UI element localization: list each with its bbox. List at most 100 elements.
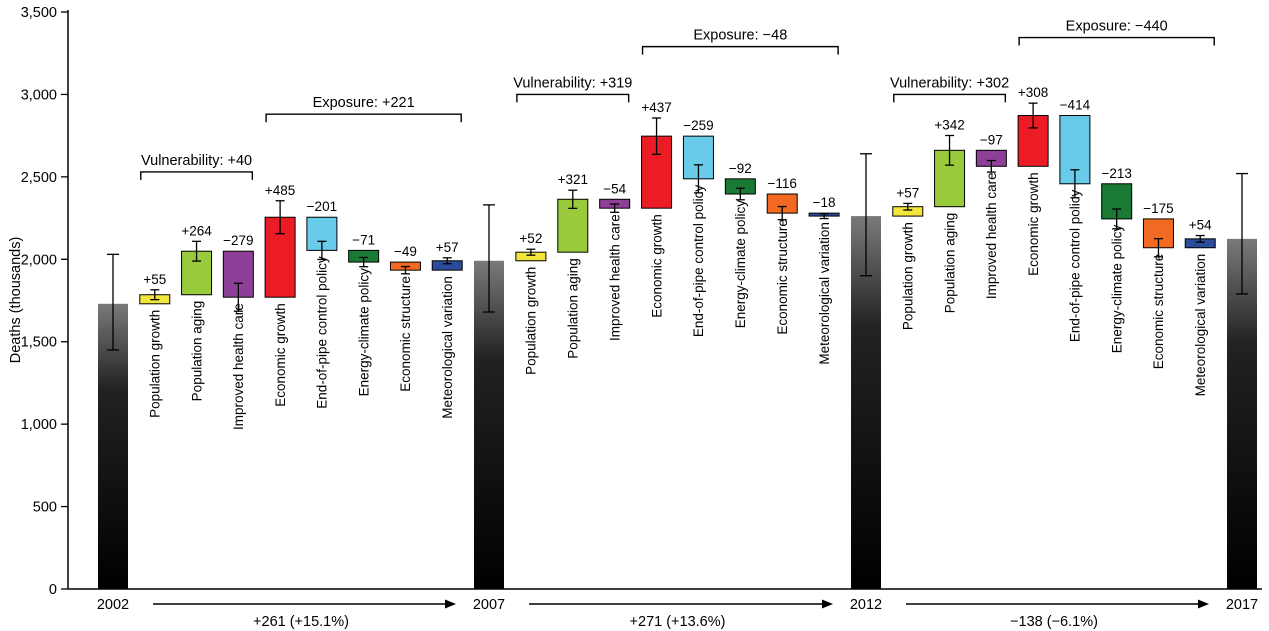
segment-error-bar bbox=[1195, 234, 1205, 243]
bar-category-label: Economic growth bbox=[1026, 172, 1041, 276]
segment-error-bar bbox=[400, 265, 410, 275]
segment-error-bar bbox=[1070, 169, 1080, 199]
segment-error-bar bbox=[1153, 238, 1163, 258]
segment-error-bar bbox=[945, 134, 955, 166]
bar-value-label: +52 bbox=[519, 231, 542, 246]
segment-error-bar bbox=[819, 212, 829, 220]
y-axis-tick-label: 1,000 bbox=[21, 417, 57, 433]
bar-category-label: Meteorological variation bbox=[1193, 254, 1208, 397]
segment-error-bar bbox=[317, 240, 327, 261]
bar-value-label: −175 bbox=[1143, 201, 1173, 216]
bracket-label: Exposure: −440 bbox=[1066, 19, 1168, 35]
bar-category-label: Population aging bbox=[942, 213, 957, 314]
group-bracket bbox=[893, 93, 1007, 103]
segment-error-bar bbox=[986, 159, 996, 173]
bar-value-label: +54 bbox=[1189, 218, 1212, 233]
bar-value-label: −49 bbox=[394, 244, 417, 259]
bar-category-label: Improved health care bbox=[231, 303, 246, 430]
year-total-error-bar bbox=[860, 153, 872, 277]
bar-category-label: Population growth bbox=[901, 222, 916, 330]
arrowhead-icon bbox=[1198, 599, 1209, 609]
year-label: 2017 bbox=[1226, 597, 1258, 613]
bar-value-label: −116 bbox=[768, 176, 797, 191]
y-axis-tick-label: 2,000 bbox=[21, 252, 57, 268]
net-change-label: +261 (+15.1%) bbox=[253, 614, 349, 630]
bar-value-label: −213 bbox=[1101, 166, 1131, 181]
y-axis-tick-label: 1,500 bbox=[21, 335, 57, 351]
y-axis-tick-label: 3,500 bbox=[21, 5, 57, 21]
bar-value-label: −92 bbox=[729, 161, 752, 176]
bar-category-label: End-of-pipe control policy bbox=[691, 185, 706, 338]
bar-value-label: +437 bbox=[641, 100, 671, 115]
bar-value-label: −259 bbox=[683, 118, 713, 133]
bar-category-label: End-of-pipe control policy bbox=[1068, 190, 1083, 343]
segment-error-bar bbox=[735, 187, 745, 201]
y-axis-tick-label: 500 bbox=[33, 500, 57, 516]
segment-error-bar bbox=[1112, 208, 1122, 230]
bar-category-label: Population growth bbox=[524, 267, 539, 375]
bracket-label: Exposure: +221 bbox=[313, 95, 415, 111]
segment-error-bar bbox=[150, 289, 160, 301]
bar-value-label: −97 bbox=[980, 132, 1003, 147]
bar-value-label: −54 bbox=[603, 181, 626, 196]
group-bracket bbox=[516, 93, 630, 103]
segment-error-bar bbox=[652, 117, 662, 155]
bar-value-label: +57 bbox=[436, 240, 459, 255]
bar-value-label: +55 bbox=[143, 272, 166, 287]
bar-value-label: −71 bbox=[352, 232, 375, 247]
bar-category-label: Population growth bbox=[148, 310, 163, 418]
bar-category-label: Economic structure bbox=[775, 219, 790, 335]
year-total-bar bbox=[851, 216, 881, 589]
year-total-error-bar bbox=[1236, 172, 1248, 295]
bar-category-label: Population aging bbox=[566, 258, 581, 359]
bar-value-label: +57 bbox=[896, 185, 919, 200]
arrowhead-icon bbox=[822, 599, 833, 609]
group-bracket bbox=[265, 113, 462, 123]
bar-category-label: Population aging bbox=[189, 301, 204, 402]
bar-value-label: +485 bbox=[265, 183, 295, 198]
segment-error-bar bbox=[442, 257, 452, 265]
bar-category-label: Energy-climate policy bbox=[1109, 225, 1124, 354]
group-bracket bbox=[1018, 36, 1215, 46]
group-bracket bbox=[641, 45, 839, 55]
year-label: 2012 bbox=[850, 597, 882, 613]
year-total-error-bar bbox=[483, 204, 495, 313]
bar-value-label: +264 bbox=[181, 223, 212, 238]
bar-category-label: Meteorological variation bbox=[817, 222, 832, 365]
year-total-bar bbox=[474, 260, 504, 589]
bracket-label: Vulnerability: +302 bbox=[890, 75, 1009, 91]
bar-category-label: Meteorological variation bbox=[440, 276, 455, 419]
group-bracket bbox=[140, 171, 254, 180]
bracket-label: Vulnerability: +319 bbox=[513, 75, 632, 91]
year-total-bar bbox=[1227, 238, 1257, 589]
year-label: 2002 bbox=[97, 597, 129, 613]
segment-error-bar bbox=[903, 202, 913, 211]
bar-value-label: +321 bbox=[558, 172, 588, 187]
segment-error-bar bbox=[693, 164, 703, 194]
bar-category-label: Improved health care bbox=[984, 172, 999, 299]
segment-error-bar bbox=[526, 248, 536, 256]
bar-value-label: −18 bbox=[813, 195, 836, 210]
year-label: 2007 bbox=[473, 597, 505, 613]
bar-category-label: End-of-pipe control policy bbox=[315, 256, 330, 409]
bar-category-label: Economic structure bbox=[398, 276, 413, 392]
bar-category-label: Energy-climate policy bbox=[356, 268, 371, 397]
bar-value-label: −201 bbox=[307, 199, 337, 214]
bar-value-label: +342 bbox=[934, 117, 964, 132]
y-axis-title: Deaths (thousands) bbox=[8, 237, 24, 364]
year-total-error-bar bbox=[107, 253, 119, 351]
bar-category-label: Improved health care bbox=[607, 214, 622, 341]
bracket-label: Vulnerability: +40 bbox=[141, 153, 252, 169]
bar-value-label: −279 bbox=[223, 233, 253, 248]
bar-category-label: Energy-climate policy bbox=[733, 200, 748, 329]
bar-category-label: Economic growth bbox=[273, 303, 288, 407]
arrowhead-icon bbox=[445, 599, 456, 609]
segment-error-bar bbox=[275, 200, 285, 235]
segment-error-bar bbox=[192, 240, 202, 262]
bar-category-label: Economic structure bbox=[1151, 254, 1166, 370]
segment-error-bar bbox=[610, 203, 620, 213]
net-change-label: +271 (+13.6%) bbox=[630, 614, 726, 630]
bar-value-label: −414 bbox=[1060, 98, 1091, 113]
